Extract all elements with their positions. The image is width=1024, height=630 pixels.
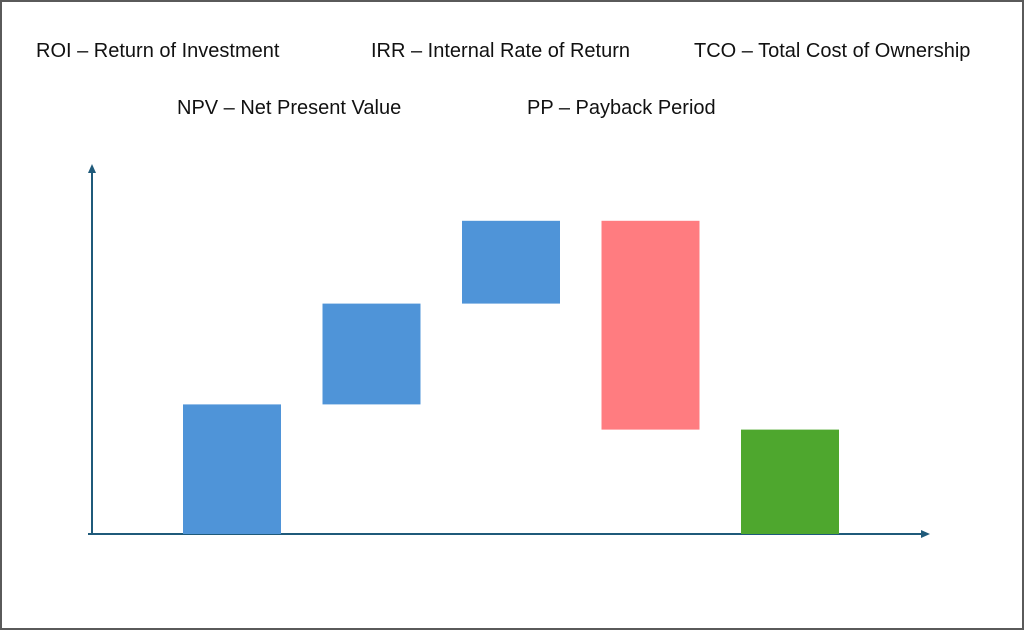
waterfall-bar-4 bbox=[601, 220, 700, 430]
waterfall-bar-3 bbox=[462, 220, 560, 304]
term-roi: ROI – Return of Investment bbox=[36, 40, 280, 62]
x-axis-arrow-icon bbox=[921, 530, 930, 538]
term-irr: IRR – Internal Rate of Return bbox=[371, 40, 631, 62]
y-axis-arrow-icon bbox=[88, 164, 96, 173]
term-pp: PP – Payback Period bbox=[527, 97, 716, 119]
waterfall-bar-2 bbox=[322, 303, 421, 405]
term-tco: TCO – Total Cost of Ownership bbox=[694, 40, 971, 62]
waterfall-bar-5 bbox=[741, 429, 839, 534]
term-npv: NPV – Net Present Value bbox=[177, 97, 402, 119]
waterfall-bar-1 bbox=[183, 404, 281, 534]
